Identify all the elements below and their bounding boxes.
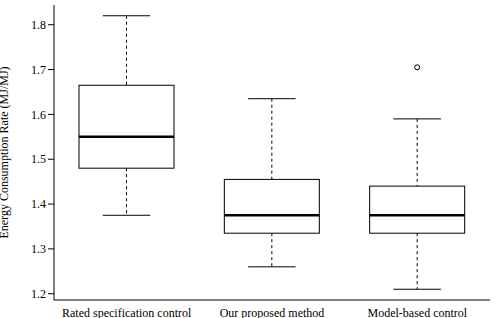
svg-text:Model-based control: Model-based control xyxy=(368,306,468,318)
svg-text:1.5: 1.5 xyxy=(31,152,46,166)
svg-text:Our proposed method: Our proposed method xyxy=(220,306,325,318)
svg-text:1.2: 1.2 xyxy=(31,287,46,301)
svg-text:1.7: 1.7 xyxy=(31,63,46,77)
svg-text:1.8: 1.8 xyxy=(31,18,46,32)
svg-text:1.3: 1.3 xyxy=(31,242,46,256)
svg-text:1.6: 1.6 xyxy=(31,108,46,122)
svg-text:1.4: 1.4 xyxy=(31,197,46,211)
svg-text:Rated specification control: Rated specification control xyxy=(62,306,192,318)
svg-text:Energy Consumption Rate (MJ/MJ: Energy Consumption Rate (MJ/MJ) xyxy=(8,66,11,238)
